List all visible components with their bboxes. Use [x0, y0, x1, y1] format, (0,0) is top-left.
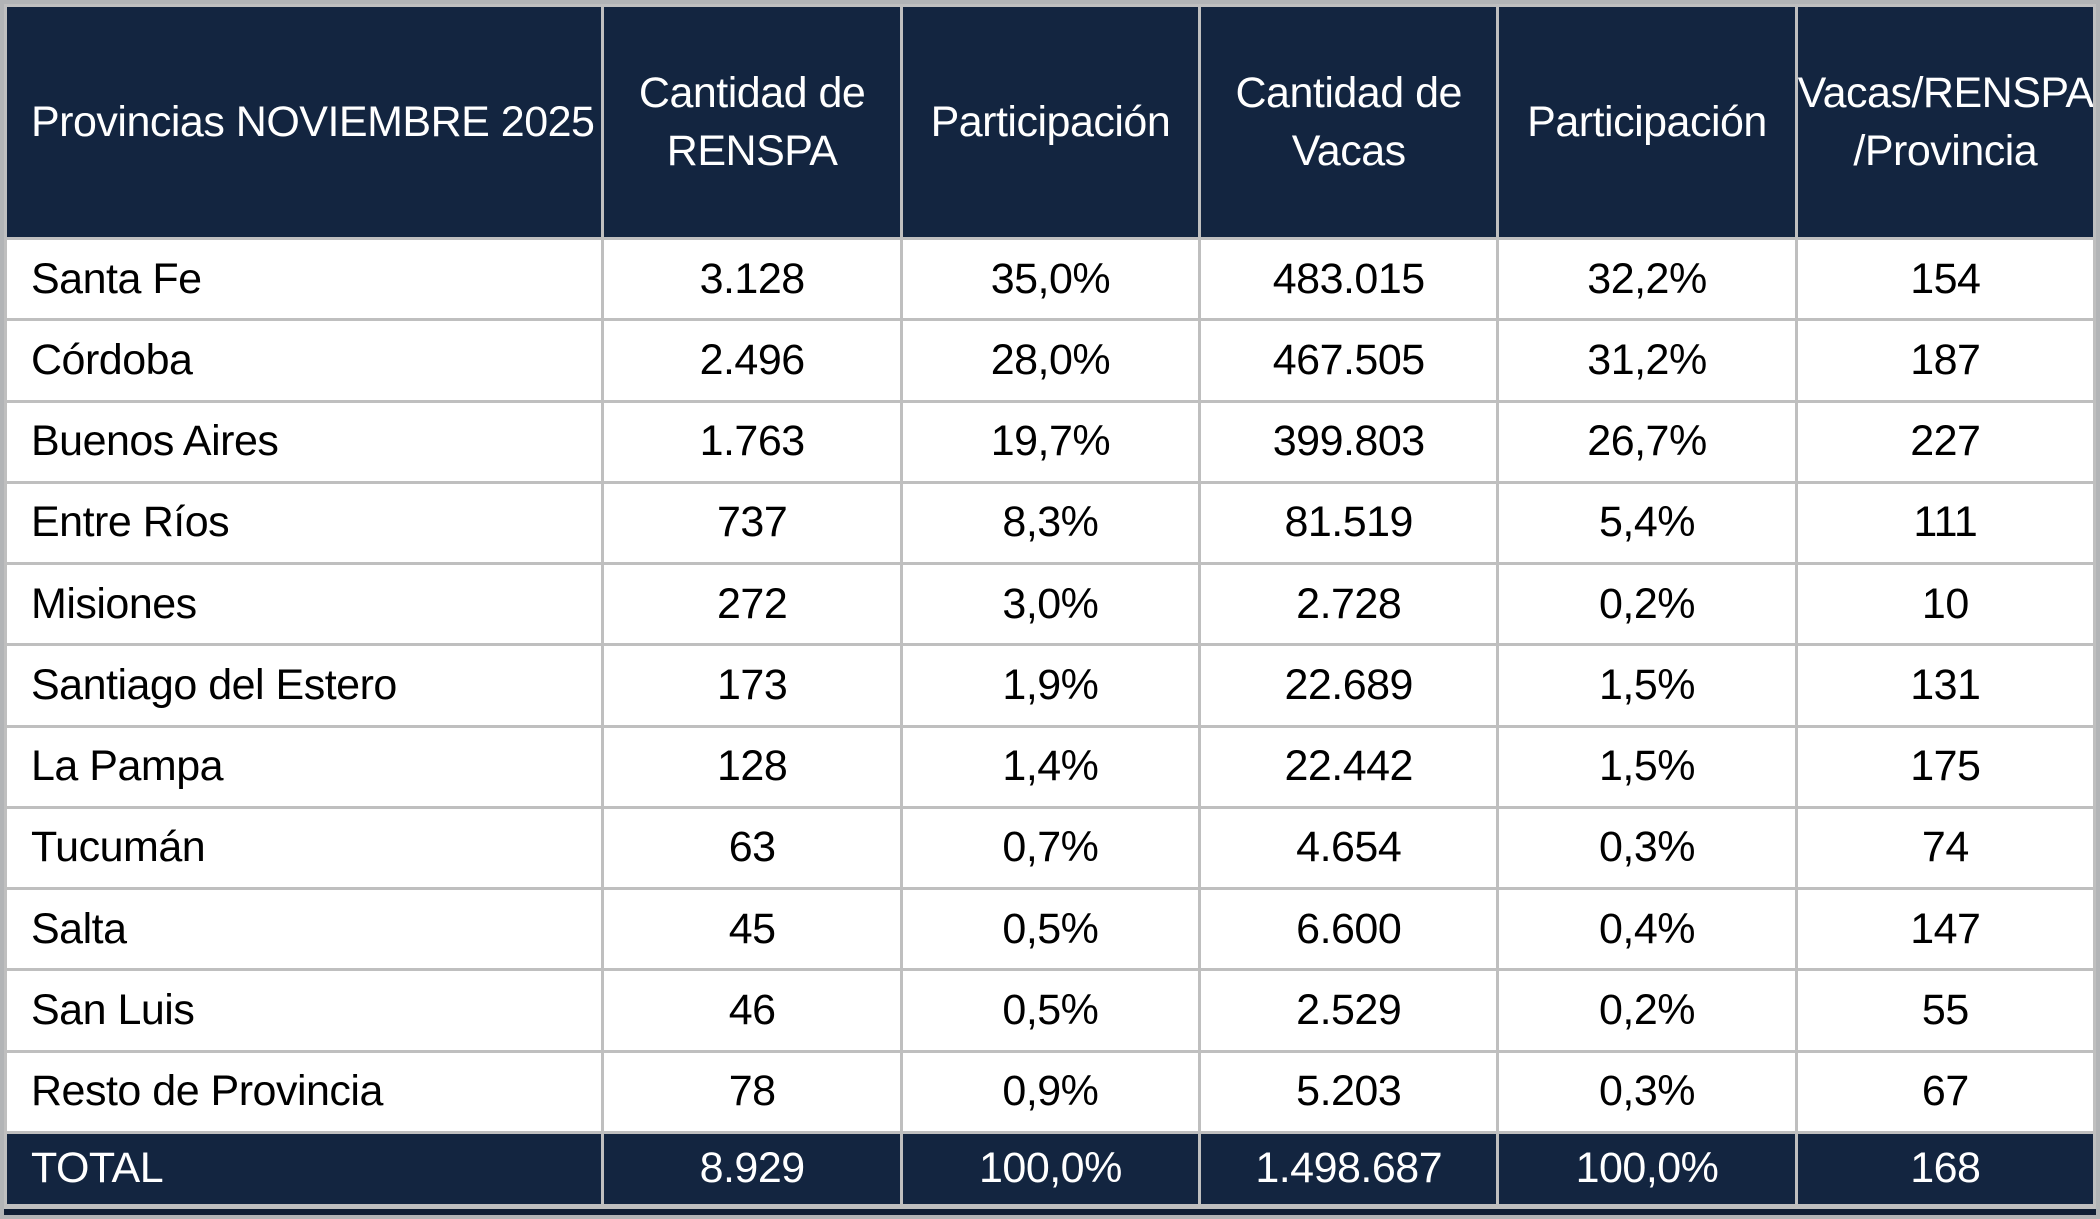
cell-renspa-count: 173 [601, 643, 903, 728]
cell-province: San Luis [3, 968, 605, 1053]
cell-renspa-share: 28,0% [899, 318, 1202, 403]
cell-renspa-share: 1,9% [899, 643, 1202, 728]
cell-vacas-per-renspa: 131 [1794, 643, 2097, 728]
cell-renspa-share: 35,0% [899, 236, 1202, 322]
cell-vacas-share: 32,2% [1496, 236, 1798, 322]
cell-renspa-share: 0,5% [899, 886, 1202, 972]
table-row-la-pampa: La Pampa 128 1,4% 22.442 1,5% 175 [3, 724, 2097, 809]
cell-renspa-share: 1,4% [899, 724, 1202, 809]
cell-vacas-count: 22.442 [1198, 724, 1500, 809]
column-header-vacas-share: Participación [1496, 4, 1798, 240]
cell-vacas-per-renspa: 187 [1794, 318, 2097, 403]
cell-vacas-count: 483.015 [1198, 236, 1500, 322]
cell-vacas-share: 1,5% [1496, 643, 1798, 728]
cell-vacas-share: 1,5% [1496, 724, 1798, 809]
cell-vacas-count: 4.654 [1198, 805, 1500, 891]
column-header-vacas-count: Cantidad de Vacas [1198, 4, 1500, 240]
column-header-provincias: Provincias NOVIEMBRE 2025 [3, 4, 605, 240]
table-row-misiones: Misiones 272 3,0% 2.728 0,2% 10 [3, 561, 2097, 647]
table-bottom-accent-bar [4, 1207, 2096, 1215]
cell-renspa-count: 272 [601, 561, 903, 647]
cell-province: Buenos Aires [3, 399, 605, 484]
column-header-vacas-per-renspa: Vacas/RENSPA /Provincia [1794, 4, 2097, 240]
cell-vacas-share: 0,2% [1496, 968, 1798, 1053]
cell-vacas-share: 31,2% [1496, 318, 1798, 403]
cell-total-label: TOTAL [3, 1130, 605, 1208]
cell-renspa-count: 2.496 [601, 318, 903, 403]
total-row: TOTAL 8.929 100,0% 1.498.687 100,0% 168 [3, 1130, 2097, 1208]
cell-province: Córdoba [3, 318, 605, 403]
table-row-resto-de-provincia: Resto de Provincia 78 0,9% 5.203 0,3% 67 [3, 1049, 2097, 1134]
cell-total-vacas-per-renspa: 168 [1794, 1130, 2097, 1208]
table-row-salta: Salta 45 0,5% 6.600 0,4% 147 [3, 886, 2097, 972]
provinces-renspa-table: Provincias NOVIEMBRE 2025 Cantidad de RE… [3, 4, 2097, 1208]
cell-vacas-share: 5,4% [1496, 480, 1798, 566]
table-row-buenos-aires: Buenos Aires 1.763 19,7% 399.803 26,7% 2… [3, 399, 2097, 484]
cell-renspa-share: 19,7% [899, 399, 1202, 484]
cell-vacas-per-renspa: 154 [1794, 236, 2097, 322]
cell-renspa-share: 0,7% [899, 805, 1202, 891]
cell-province: Salta [3, 886, 605, 972]
header-row: Provincias NOVIEMBRE 2025 Cantidad de RE… [3, 4, 2097, 240]
cell-province: Misiones [3, 561, 605, 647]
cell-total-vacas-share: 100,0% [1496, 1130, 1798, 1208]
table-row-entre-rios: Entre Ríos 737 8,3% 81.519 5,4% 111 [3, 480, 2097, 566]
table-row-san-luis: San Luis 46 0,5% 2.529 0,2% 55 [3, 968, 2097, 1053]
table-row-tucuman: Tucumán 63 0,7% 4.654 0,3% 74 [3, 805, 2097, 891]
cell-total-vacas-count: 1.498.687 [1198, 1130, 1500, 1208]
cell-vacas-per-renspa: 74 [1794, 805, 2097, 891]
cell-renspa-share: 0,9% [899, 1049, 1202, 1134]
cell-vacas-share: 0,4% [1496, 886, 1798, 972]
cell-vacas-count: 81.519 [1198, 480, 1500, 566]
cell-vacas-share: 0,3% [1496, 805, 1798, 891]
cell-renspa-share: 3,0% [899, 561, 1202, 647]
cell-vacas-count: 399.803 [1198, 399, 1500, 484]
cell-vacas-count: 2.529 [1198, 968, 1500, 1053]
cell-vacas-per-renspa: 10 [1794, 561, 2097, 647]
cell-renspa-count: 46 [601, 968, 903, 1053]
table-row-cordoba: Córdoba 2.496 28,0% 467.505 31,2% 187 [3, 318, 2097, 403]
cell-province: Santiago del Estero [3, 643, 605, 728]
cell-vacas-per-renspa: 55 [1794, 968, 2097, 1053]
cell-province: Entre Ríos [3, 480, 605, 566]
cell-province: Santa Fe [3, 236, 605, 322]
cell-renspa-count: 3.128 [601, 236, 903, 322]
cell-province: Resto de Provincia [3, 1049, 605, 1134]
cell-renspa-count: 128 [601, 724, 903, 809]
cell-vacas-per-renspa: 147 [1794, 886, 2097, 972]
cell-vacas-share: 26,7% [1496, 399, 1798, 484]
column-header-renspa-share: Participación [899, 4, 1202, 240]
cell-renspa-count: 1.763 [601, 399, 903, 484]
cell-vacas-count: 2.728 [1198, 561, 1500, 647]
cell-province: Tucumán [3, 805, 605, 891]
cell-vacas-count: 467.505 [1198, 318, 1500, 403]
cell-vacas-share: 0,2% [1496, 561, 1798, 647]
cell-renspa-count: 737 [601, 480, 903, 566]
cell-total-renspa-count: 8.929 [601, 1130, 903, 1208]
table-row-santiago-del-estero: Santiago del Estero 173 1,9% 22.689 1,5%… [3, 643, 2097, 728]
table-row-santa-fe: Santa Fe 3.128 35,0% 483.015 32,2% 154 [3, 236, 2097, 322]
cell-vacas-per-renspa: 67 [1794, 1049, 2097, 1134]
cell-vacas-share: 0,3% [1496, 1049, 1798, 1134]
cell-renspa-count: 63 [601, 805, 903, 891]
cell-vacas-count: 22.689 [1198, 643, 1500, 728]
cell-renspa-count: 78 [601, 1049, 903, 1134]
cell-vacas-per-renspa: 227 [1794, 399, 2097, 484]
cell-vacas-count: 5.203 [1198, 1049, 1500, 1134]
column-header-renspa-count: Cantidad de RENSPA [601, 4, 903, 240]
cell-total-renspa-share: 100,0% [899, 1130, 1202, 1208]
cell-vacas-per-renspa: 175 [1794, 724, 2097, 809]
cell-renspa-share: 8,3% [899, 480, 1202, 566]
cell-province: La Pampa [3, 724, 605, 809]
cell-renspa-count: 45 [601, 886, 903, 972]
cell-vacas-count: 6.600 [1198, 886, 1500, 972]
cell-vacas-per-renspa: 111 [1794, 480, 2097, 566]
cell-renspa-share: 0,5% [899, 968, 1202, 1053]
